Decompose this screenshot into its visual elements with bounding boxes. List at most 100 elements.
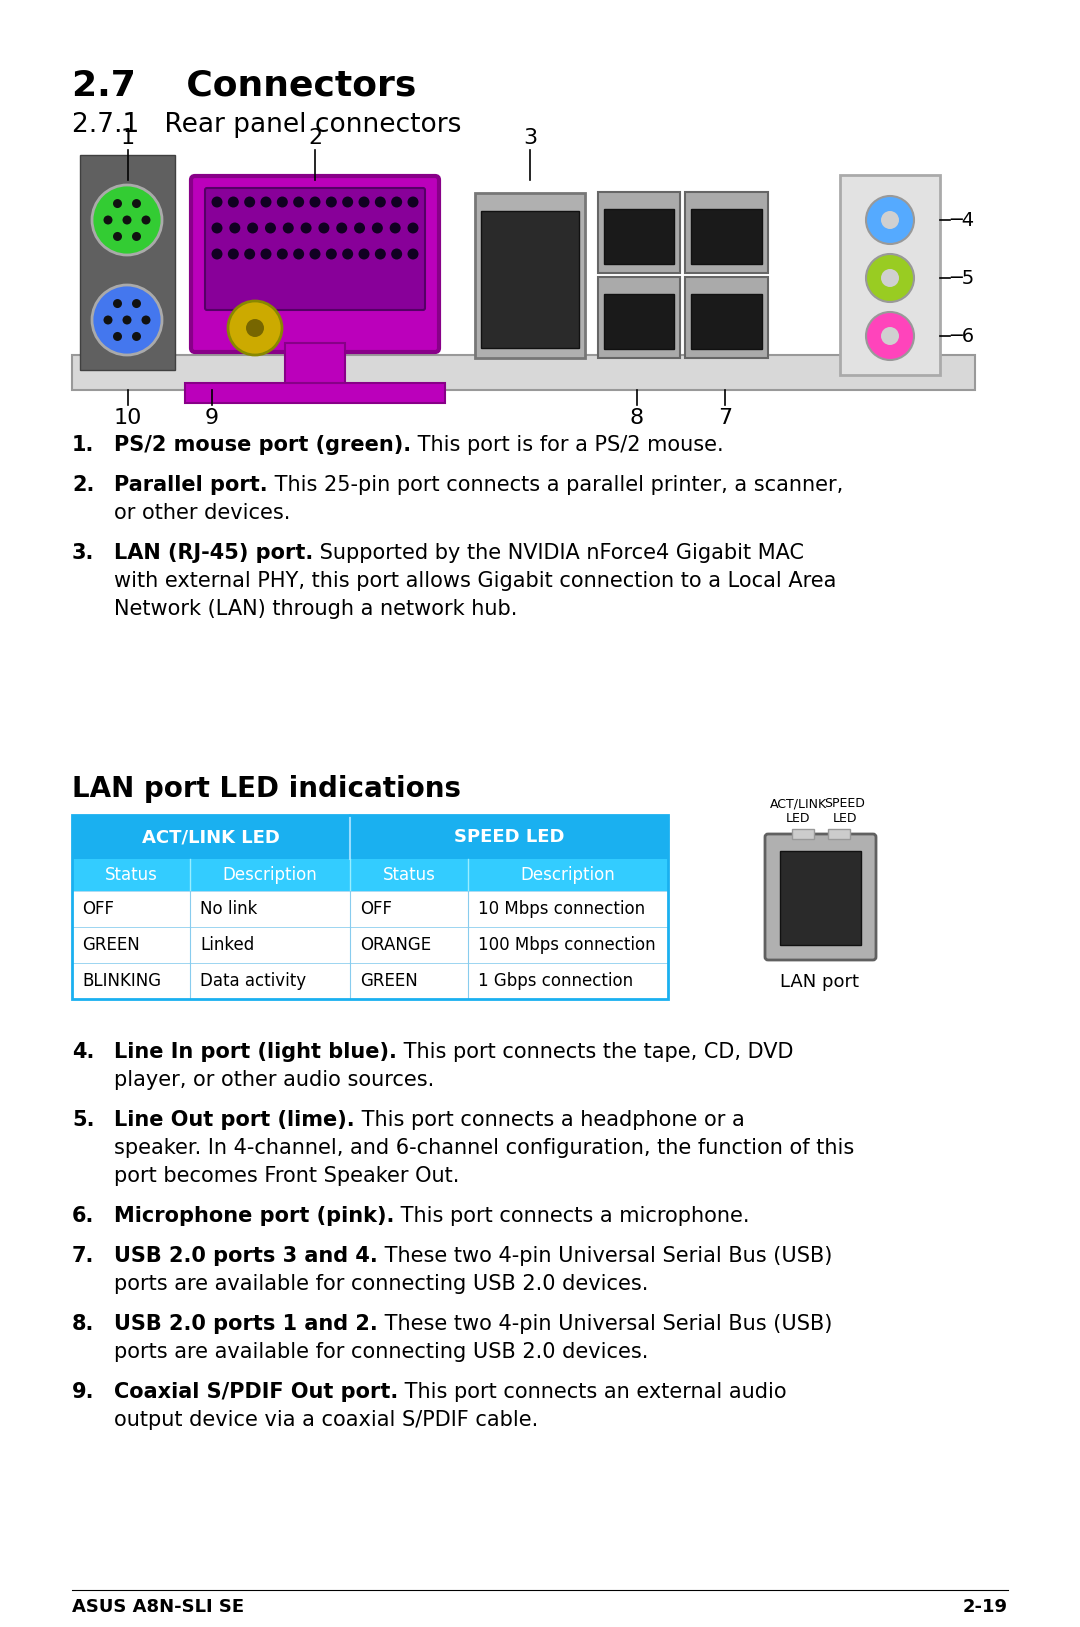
FancyBboxPatch shape	[80, 155, 175, 369]
Circle shape	[228, 249, 239, 259]
Text: Line Out port (lime).: Line Out port (lime).	[114, 1110, 354, 1131]
Text: 1: 1	[121, 129, 135, 148]
Text: ports are available for connecting USB 2.0 devices.: ports are available for connecting USB 2…	[114, 1342, 648, 1362]
Circle shape	[276, 197, 288, 208]
FancyBboxPatch shape	[840, 176, 940, 374]
Text: Description: Description	[222, 866, 318, 883]
Circle shape	[212, 249, 222, 259]
Text: BLINKING: BLINKING	[82, 971, 161, 989]
Text: This port connects the tape, CD, DVD: This port connects the tape, CD, DVD	[396, 1041, 794, 1062]
Circle shape	[104, 215, 112, 225]
Text: 9: 9	[205, 408, 219, 428]
Text: Coaxial S/PDIF Out port.: Coaxial S/PDIF Out port.	[114, 1381, 399, 1402]
Circle shape	[283, 223, 294, 234]
Text: 3: 3	[523, 129, 537, 148]
Text: This port connects a microphone.: This port connects a microphone.	[394, 1206, 750, 1227]
Circle shape	[342, 249, 353, 259]
Text: ─6: ─6	[950, 327, 974, 345]
Text: 2.7    Connectors: 2.7 Connectors	[72, 68, 417, 103]
Text: OFF: OFF	[360, 900, 392, 918]
Text: 5.: 5.	[72, 1110, 95, 1131]
FancyBboxPatch shape	[185, 382, 445, 403]
Circle shape	[229, 223, 241, 234]
FancyBboxPatch shape	[72, 963, 669, 999]
Circle shape	[113, 198, 122, 208]
FancyBboxPatch shape	[685, 277, 768, 358]
FancyBboxPatch shape	[691, 208, 762, 264]
Circle shape	[354, 223, 365, 234]
Circle shape	[375, 249, 386, 259]
Circle shape	[866, 195, 914, 244]
Circle shape	[375, 197, 386, 208]
Circle shape	[244, 249, 255, 259]
FancyBboxPatch shape	[604, 208, 674, 264]
Text: GREEN: GREEN	[82, 936, 139, 953]
Text: This port is for a PS/2 mouse.: This port is for a PS/2 mouse.	[411, 434, 724, 456]
Circle shape	[326, 197, 337, 208]
Text: 3.: 3.	[72, 543, 94, 563]
Circle shape	[212, 197, 222, 208]
FancyBboxPatch shape	[285, 343, 345, 390]
Circle shape	[293, 197, 305, 208]
Text: Status: Status	[382, 866, 435, 883]
FancyBboxPatch shape	[685, 192, 768, 273]
Text: This 25-pin port connects a parallel printer, a scanner,: This 25-pin port connects a parallel pri…	[268, 475, 842, 495]
Text: Supported by the NVIDIA nForce4 Gigabit MAC: Supported by the NVIDIA nForce4 Gigabit …	[313, 543, 805, 563]
Text: LAN port LED indications: LAN port LED indications	[72, 774, 461, 804]
Text: 1.: 1.	[72, 434, 94, 456]
Circle shape	[132, 332, 141, 342]
Text: Parallel port.: Parallel port.	[114, 475, 268, 495]
FancyBboxPatch shape	[72, 892, 669, 927]
Text: This port connects a headphone or a: This port connects a headphone or a	[354, 1110, 744, 1131]
Text: output device via a coaxial S/PDIF cable.: output device via a coaxial S/PDIF cable…	[114, 1411, 538, 1430]
Circle shape	[326, 249, 337, 259]
Text: ORANGE: ORANGE	[360, 936, 431, 953]
Circle shape	[319, 223, 329, 234]
Text: ASUS A8N-SLI SE: ASUS A8N-SLI SE	[72, 1598, 244, 1616]
Text: These two 4-pin Universal Serial Bus (USB): These two 4-pin Universal Serial Bus (US…	[378, 1246, 832, 1266]
Circle shape	[247, 223, 258, 234]
Text: speaker. In 4-channel, and 6-channel configuration, the function of this: speaker. In 4-channel, and 6-channel con…	[114, 1137, 854, 1158]
Text: This port connects an external audio: This port connects an external audio	[399, 1381, 787, 1402]
Circle shape	[265, 223, 276, 234]
Text: Microphone port (pink).: Microphone port (pink).	[114, 1206, 394, 1227]
FancyBboxPatch shape	[475, 194, 585, 358]
Circle shape	[300, 223, 312, 234]
Text: 6.: 6.	[72, 1206, 94, 1227]
Text: 1 Gbps connection: 1 Gbps connection	[478, 971, 633, 989]
FancyBboxPatch shape	[72, 927, 669, 963]
Text: 10: 10	[113, 408, 143, 428]
Circle shape	[407, 249, 419, 259]
Circle shape	[310, 197, 321, 208]
FancyBboxPatch shape	[72, 859, 669, 892]
Text: with external PHY, this port allows Gigabit connection to a Local Area: with external PHY, this port allows Giga…	[114, 571, 836, 591]
Text: 2.7.1   Rear panel connectors: 2.7.1 Rear panel connectors	[72, 112, 461, 138]
Circle shape	[260, 197, 271, 208]
Circle shape	[372, 223, 383, 234]
Circle shape	[881, 212, 899, 229]
Text: Data activity: Data activity	[200, 971, 306, 989]
Circle shape	[276, 249, 288, 259]
Circle shape	[407, 197, 419, 208]
Text: LAN port: LAN port	[781, 973, 860, 991]
Circle shape	[92, 185, 162, 255]
Text: OFF: OFF	[82, 900, 114, 918]
Circle shape	[246, 319, 264, 337]
Text: 100 Mbps connection: 100 Mbps connection	[478, 936, 656, 953]
Text: USB 2.0 ports 1 and 2.: USB 2.0 ports 1 and 2.	[114, 1315, 378, 1334]
Text: ports are available for connecting USB 2.0 devices.: ports are available for connecting USB 2…	[114, 1274, 648, 1293]
Text: SPEED LED: SPEED LED	[454, 828, 564, 846]
Circle shape	[359, 249, 369, 259]
Text: 7: 7	[718, 408, 732, 428]
FancyBboxPatch shape	[191, 176, 438, 351]
Text: ACT/LINK LED: ACT/LINK LED	[143, 828, 280, 846]
Text: 2.: 2.	[72, 475, 94, 495]
Circle shape	[866, 312, 914, 360]
Circle shape	[881, 327, 899, 345]
FancyBboxPatch shape	[481, 212, 579, 348]
Text: or other devices.: or other devices.	[114, 503, 291, 522]
Text: ─4: ─4	[950, 210, 974, 229]
Text: 2-19: 2-19	[963, 1598, 1008, 1616]
Circle shape	[310, 249, 321, 259]
Circle shape	[141, 215, 150, 225]
